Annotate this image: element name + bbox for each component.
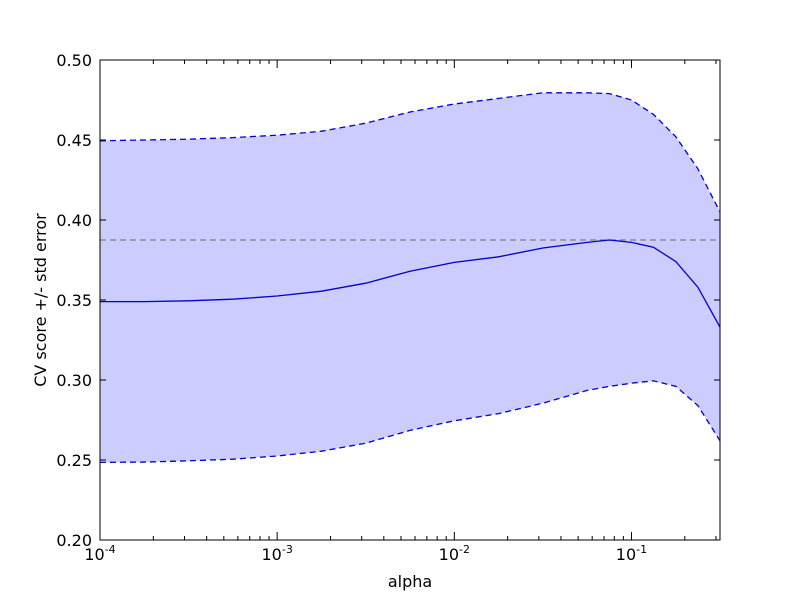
mean-score-line <box>100 239 721 328</box>
x-tick-label: 10-1 <box>616 543 647 564</box>
y-tick-label: 0.50 <box>56 51 92 70</box>
y-tick-label: 0.30 <box>56 371 92 390</box>
y-tick-label: 0.45 <box>56 131 92 150</box>
plot-area <box>99 92 721 464</box>
y-tick-label: 0.25 <box>56 451 92 470</box>
lower-bound-line <box>99 380 721 464</box>
upper-bound-line <box>99 92 721 213</box>
y-tick-label: 0.35 <box>56 291 92 310</box>
x-tick-label: 10-3 <box>261 543 292 564</box>
y-axis-title: CV score +/- std error <box>31 213 50 387</box>
axis-ticks: 0.20 0.25 0.30 0.35 0.40 0.45 0.50 10-4 10-3 10-2… <box>56 51 720 564</box>
std-error-band <box>100 92 720 463</box>
y-tick-label: 0.20 <box>56 531 92 550</box>
x-axis-title: alpha <box>388 572 432 591</box>
y-tick-label: 0.40 <box>56 211 92 230</box>
x-tick-label: 10-2 <box>439 543 470 564</box>
x-tick-label: 10-4 <box>84 543 115 564</box>
